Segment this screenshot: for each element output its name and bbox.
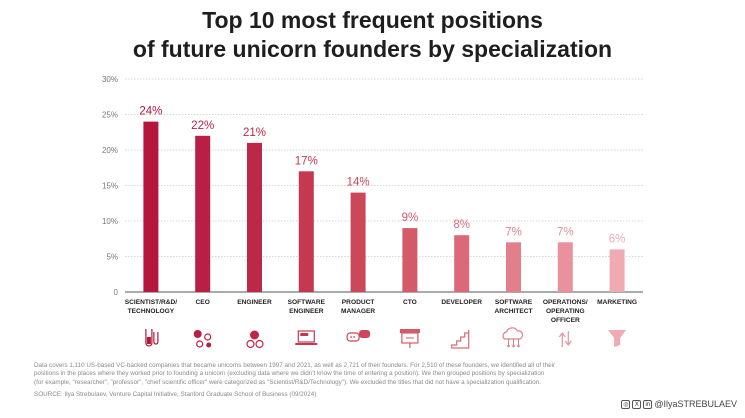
y-tick-label: 0 <box>114 288 119 297</box>
data-label: 6% <box>609 233 626 245</box>
data-label: 14% <box>347 177 370 189</box>
category-label: MARKETING <box>597 299 637 306</box>
y-tick-label: 5% <box>106 253 118 262</box>
bar <box>350 192 366 292</box>
category-label: SOFTWARE <box>495 299 533 306</box>
instagram-icon[interactable]: ◎ <box>621 399 631 409</box>
category-label: ENGINEER <box>237 299 272 306</box>
category-label: SOFTWARE <box>288 299 326 306</box>
data-label: 8% <box>453 219 470 231</box>
bar <box>195 135 211 292</box>
y-tick-label: 25% <box>102 111 118 120</box>
y-tick-label: 15% <box>102 182 118 191</box>
flask-icon <box>145 329 159 347</box>
bar <box>247 142 262 292</box>
cloud-icon <box>502 327 524 348</box>
bar <box>298 171 314 292</box>
category-label: ARCHITECT <box>494 308 532 315</box>
board-icon <box>399 329 420 348</box>
linkedin-icon[interactable]: in <box>643 399 653 409</box>
data-label: 7% <box>505 226 522 238</box>
y-tick-label: 10% <box>102 217 118 226</box>
category-label: DEVELOPER <box>441 299 482 306</box>
footnote: Data covers 1,110 US-based VC-backed com… <box>34 362 674 387</box>
chat-icon <box>346 330 371 342</box>
footnote-line: Data covers 1,110 US-based VC-backed com… <box>34 362 556 369</box>
bar <box>143 121 159 292</box>
category-label: CEO <box>196 299 210 306</box>
chart-title-line-2: of future unicorn founders by specializa… <box>132 36 613 62</box>
category-label: OFFICER <box>551 317 580 324</box>
credit: ◎ X in @IlyaSTREBULAEV <box>621 399 737 409</box>
category-label: OPERATIONS/ <box>543 299 588 306</box>
bar <box>557 242 573 292</box>
bar <box>454 235 470 292</box>
category-label: ENGINEER <box>289 308 324 315</box>
y-tick-label: 30% <box>102 75 118 84</box>
bar <box>402 228 418 292</box>
x-icon[interactable]: X <box>632 399 642 409</box>
laptop-icon <box>295 330 318 345</box>
circles-icon <box>193 330 212 348</box>
bar <box>506 242 521 292</box>
data-label: 9% <box>402 212 419 224</box>
data-label: 7% <box>557 226 574 238</box>
data-label: 17% <box>295 155 318 167</box>
stairs-icon <box>451 330 470 349</box>
category-label: PRODUCT <box>342 299 375 306</box>
arrows-icon <box>558 331 572 347</box>
category-label: SCIENTIST/R&D/ <box>125 299 178 306</box>
footnote-line: positions in the places where they worke… <box>34 370 545 378</box>
data-label: 24% <box>139 106 162 118</box>
credit-handle[interactable]: @IlyaSTREBULAEV <box>654 399 737 409</box>
bar <box>609 249 625 292</box>
data-label: 22% <box>191 120 214 132</box>
chart-title-line-1: Top 10 most frequent positions <box>202 7 543 33</box>
footnote-line: (for example, "researcher", "professor",… <box>34 378 541 386</box>
source-note: SOURCE: Ilya Strebulaev, Venture Capital… <box>34 391 317 398</box>
category-label: OPERATING <box>546 308 585 315</box>
category-label: MANAGER <box>341 308 375 315</box>
bar-chart: 0 5% 10% 15% 20% 25% 30% 24% SCIENTIST/R&D/TECHN… <box>102 75 643 349</box>
funnel-icon <box>608 330 627 347</box>
data-label: 21% <box>243 127 266 139</box>
y-tick-label: 20% <box>102 146 118 155</box>
category-label: CTO <box>403 299 417 306</box>
gears-icon <box>246 330 264 349</box>
category-label: TECHNOLOGY <box>128 308 175 315</box>
